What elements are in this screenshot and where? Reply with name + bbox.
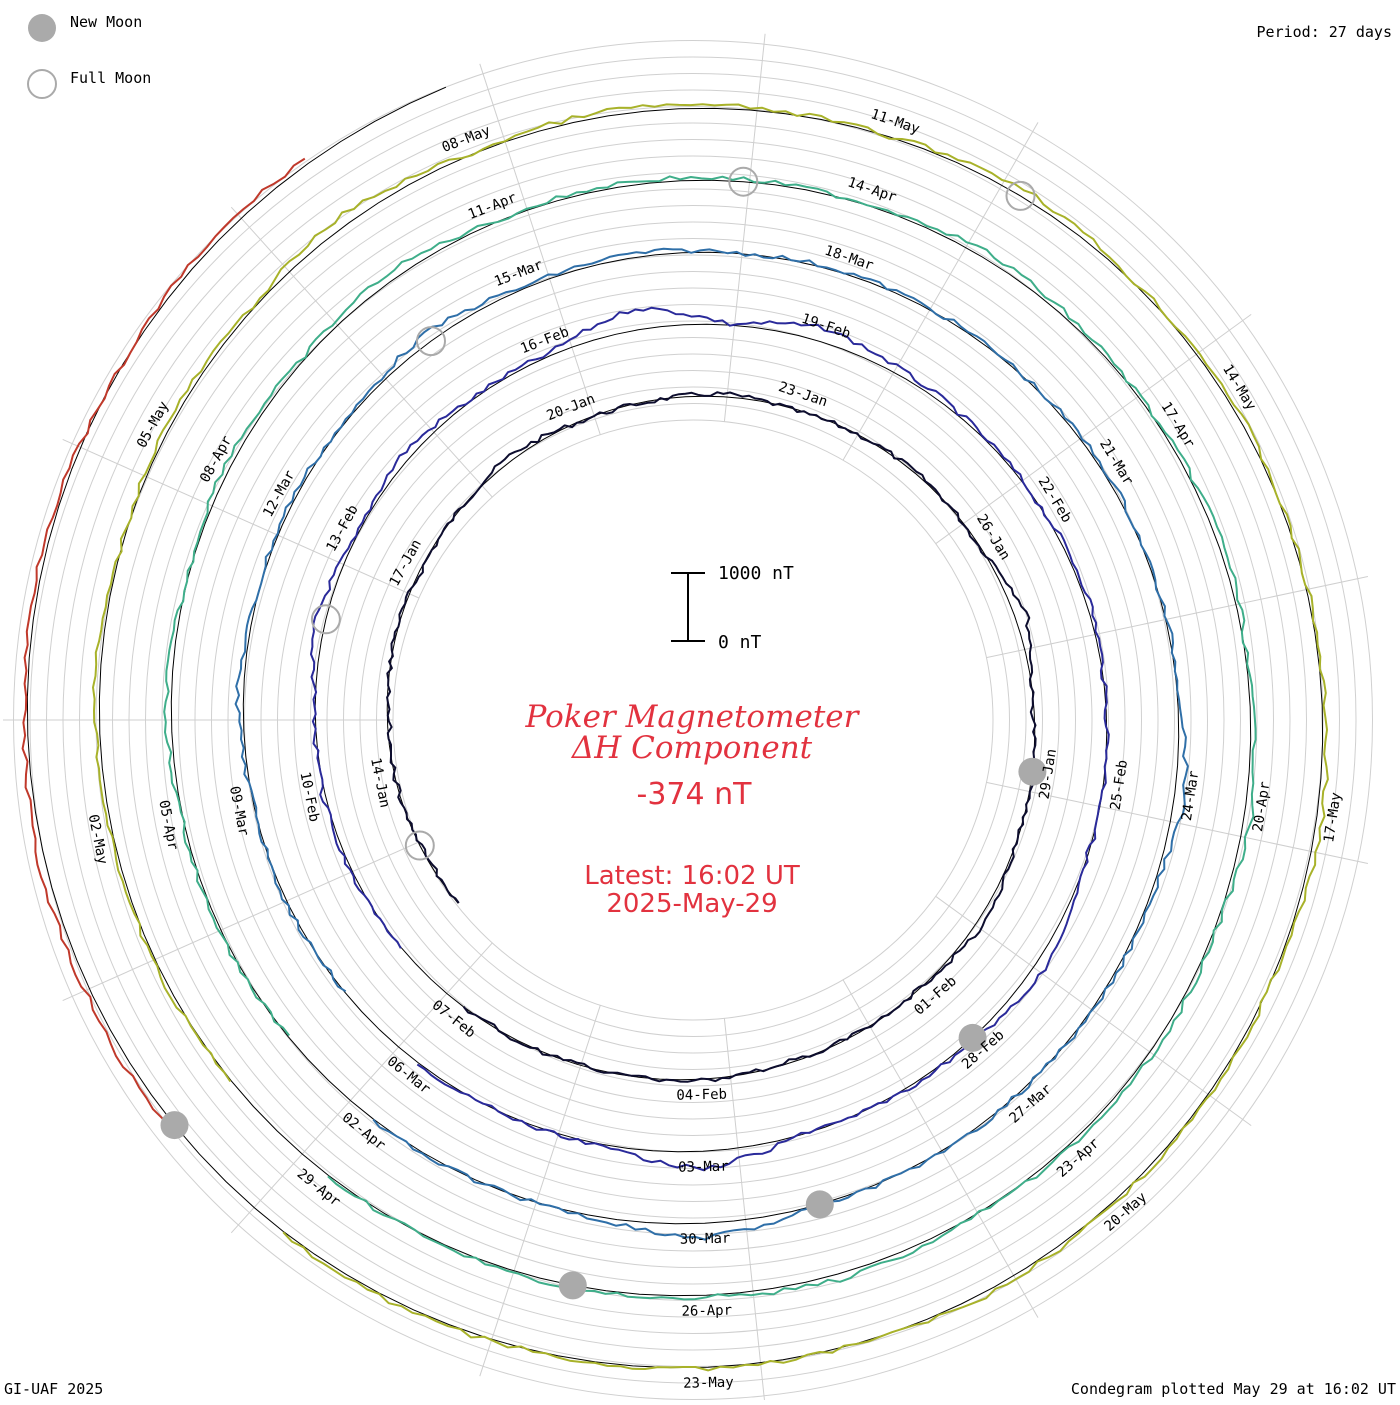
new-moon-legend-icon (28, 14, 56, 42)
date-label: 23-May (683, 1375, 734, 1392)
date-label: 30-Mar (680, 1231, 731, 1248)
series-trace-5 (92, 103, 1329, 1372)
grid-spoke (842, 979, 1039, 1318)
date-label: 17-Jan (387, 537, 425, 589)
date-label: 17-Apr (1158, 399, 1198, 451)
date-label: 20-Apr (1250, 780, 1273, 832)
date-label: 07-Feb (429, 997, 478, 1041)
date-label: 29-Jan (1036, 748, 1059, 800)
series-trace-2 (310, 306, 1110, 1172)
period-label: Period: 27 days (1257, 23, 1392, 41)
grid-spoke (230, 206, 493, 498)
date-label: 14-Jan (367, 756, 393, 809)
date-label: 16-Feb (518, 324, 571, 357)
grid-spoke (230, 942, 493, 1234)
polar-spokes (3, 33, 1369, 1405)
date-label: 13-Feb (323, 502, 361, 554)
series-trace-4 (163, 175, 1257, 1301)
date-label: 21-Mar (1096, 437, 1136, 489)
full-moon-marker (416, 326, 446, 357)
moon-markers (160, 166, 1047, 1300)
grid-spoke (479, 1005, 601, 1377)
legend: New Moon Full Moon (27, 13, 151, 99)
date-label: 26-Apr (681, 1303, 732, 1320)
grid-spoke (479, 63, 601, 435)
scale-bottom-label: 0 nT (718, 632, 762, 653)
date-label: 04-Feb (676, 1087, 727, 1104)
latest-date: 2025-May-29 (606, 889, 777, 919)
grid-spoke (935, 895, 1252, 1127)
chart-title: Poker Magnetometer (525, 699, 861, 735)
footer-left: GI-UAF 2025 (4, 1380, 103, 1398)
date-label: 26-Jan (973, 512, 1013, 564)
full-moon-legend-label: Full Moon (70, 69, 151, 87)
date-label: 17-May (1321, 791, 1344, 843)
date-label: 22-Feb (1035, 474, 1075, 526)
date-label: 10-Feb (296, 771, 322, 824)
full-moon-marker (310, 604, 341, 635)
date-label: 01-Feb (911, 973, 960, 1018)
full-moon-marker (728, 166, 759, 197)
full-moon-legend-icon (27, 69, 57, 99)
grid-spoke (723, 33, 766, 422)
new-moon-marker (558, 1271, 587, 1300)
date-label: 15-Mar (492, 257, 545, 290)
grid-spoke (62, 438, 420, 599)
series-trace-6 (21, 157, 306, 1129)
date-label: 24-Mar (1179, 770, 1202, 822)
grid-spoke (723, 1018, 766, 1405)
date-label: 03-Mar (678, 1159, 729, 1176)
date-label: 25-Feb (1108, 759, 1131, 811)
series-trace-3 (234, 247, 1189, 1241)
grid-spoke (62, 841, 420, 1002)
date-label: 08-May (440, 123, 493, 156)
current-value: -374 nT (637, 777, 753, 812)
new-moon-marker (1018, 757, 1047, 786)
date-label: 29-Apr (294, 1166, 343, 1210)
new-moon-marker (958, 1023, 987, 1052)
full-moon-marker (404, 830, 435, 861)
grid-spoke (986, 576, 1369, 659)
date-label: 09-Mar (226, 785, 252, 838)
new-moon-marker (805, 1190, 834, 1219)
chart-subtitle: ΔH Component (571, 730, 813, 766)
new-moon-marker (160, 1111, 189, 1140)
full-moon-marker (1005, 180, 1036, 211)
scale-top-label: 1000 nT (718, 563, 794, 584)
date-label: 27-Mar (1006, 1081, 1055, 1126)
footer-right: Condegram plotted May 29 at 16:02 UT (1071, 1380, 1396, 1398)
date-label: 12-Mar (260, 468, 298, 520)
grid-spoke (842, 122, 1039, 461)
scale-bar: 1000 nT 0 nT (671, 563, 794, 653)
series-trace-1 (386, 391, 1037, 1083)
new-moon-legend-label: New Moon (70, 13, 142, 31)
latest-time: Latest: 16:02 UT (584, 861, 800, 891)
date-label: 02-Apr (339, 1110, 388, 1154)
series-traces (21, 103, 1329, 1372)
